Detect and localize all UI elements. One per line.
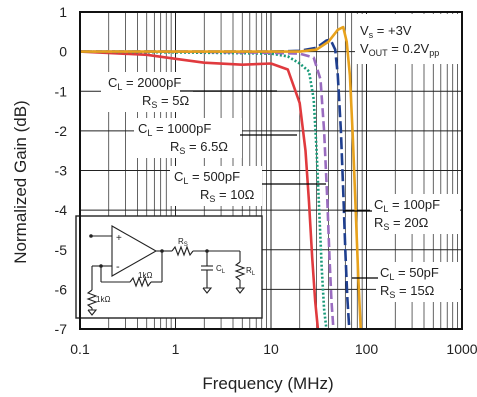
label-cl-100pf: CL = 100pF RS = 20Ω — [370, 194, 460, 234]
svg-text:CL = 1000pF: CL = 1000pF — [138, 121, 211, 138]
x-tick-label: 10 — [263, 341, 279, 357]
svg-text:CL = 2000pF: CL = 2000pF — [108, 75, 181, 92]
series-labels: CL = 2000pF RS = 5Ω CL = 1000pF RS = 6.5… — [101, 72, 460, 302]
label-cl-500pf: CL = 500pF RS = 10Ω — [170, 166, 262, 206]
series-cl-1000pf — [80, 50, 328, 329]
svg-text:CL = 100pF: CL = 100pF — [374, 197, 440, 214]
y-tick-label: -7 — [55, 321, 68, 337]
label-cl-50pf: CL = 50pF RS = 15Ω — [376, 262, 460, 302]
y-axis-label: Normalized Gain (dB) — [11, 100, 30, 263]
series-group — [80, 25, 362, 329]
conditions-annotation: Vs = +3V VOUT = 0.2Vpp — [355, 14, 461, 64]
y-tick-label: -1 — [55, 83, 68, 99]
vs-annotation: Vs = +3V — [360, 23, 412, 40]
label-cl-1000pf: CL = 1000pF RS = 6.5Ω — [134, 118, 242, 158]
svg-text:CL = 50pF: CL = 50pF — [380, 265, 439, 282]
inset-rg-label: 1kΩ — [96, 295, 110, 304]
y-tick-label: -3 — [55, 163, 68, 179]
inset-rl-label: RL — [246, 266, 256, 277]
svg-text:RS = 5Ω: RS = 5Ω — [142, 93, 189, 110]
svg-text:RS = 20Ω: RS = 20Ω — [374, 215, 429, 232]
inset-cl-label: CL — [216, 264, 226, 275]
svg-text:RS = 15Ω: RS = 15Ω — [380, 283, 435, 300]
label-cl-2000pf: CL = 2000pF RS = 5Ω — [101, 72, 193, 112]
series-cl-2000pf — [80, 50, 320, 329]
svg-text:CL = 500pF: CL = 500pF — [174, 169, 240, 186]
y-tick-label: 1 — [59, 4, 67, 20]
y-tick-label: 0 — [59, 44, 67, 60]
series-cl-50pf — [80, 25, 362, 329]
inset-rs-label: RS — [178, 237, 188, 248]
y-tick-label: -6 — [55, 281, 68, 297]
vout-annotation: VOUT = 0.2Vpp — [360, 41, 439, 58]
y-tick-label: -4 — [55, 202, 68, 218]
inset-minus: - — [116, 261, 120, 273]
x-tick-label: 0.1 — [70, 341, 90, 357]
svg-text:RS = 6.5Ω: RS = 6.5Ω — [170, 139, 228, 156]
x-tick-label: 1000 — [446, 341, 477, 357]
x-tick-label: 1 — [172, 341, 180, 357]
y-tick-label: -2 — [55, 123, 68, 139]
inset-rf-label: 1kΩ — [138, 271, 152, 280]
plot-frame — [79, 11, 463, 330]
x-axis-label: Frequency (MHz) — [202, 374, 333, 393]
inset-schematic: + - 1kΩ 1kΩ RS CL RL — [75, 215, 263, 319]
inset-plus: + — [116, 233, 122, 244]
svg-text:RS = 10Ω: RS = 10Ω — [200, 187, 255, 204]
x-tick-label: 100 — [355, 341, 379, 357]
y-tick-label: -5 — [55, 242, 68, 258]
